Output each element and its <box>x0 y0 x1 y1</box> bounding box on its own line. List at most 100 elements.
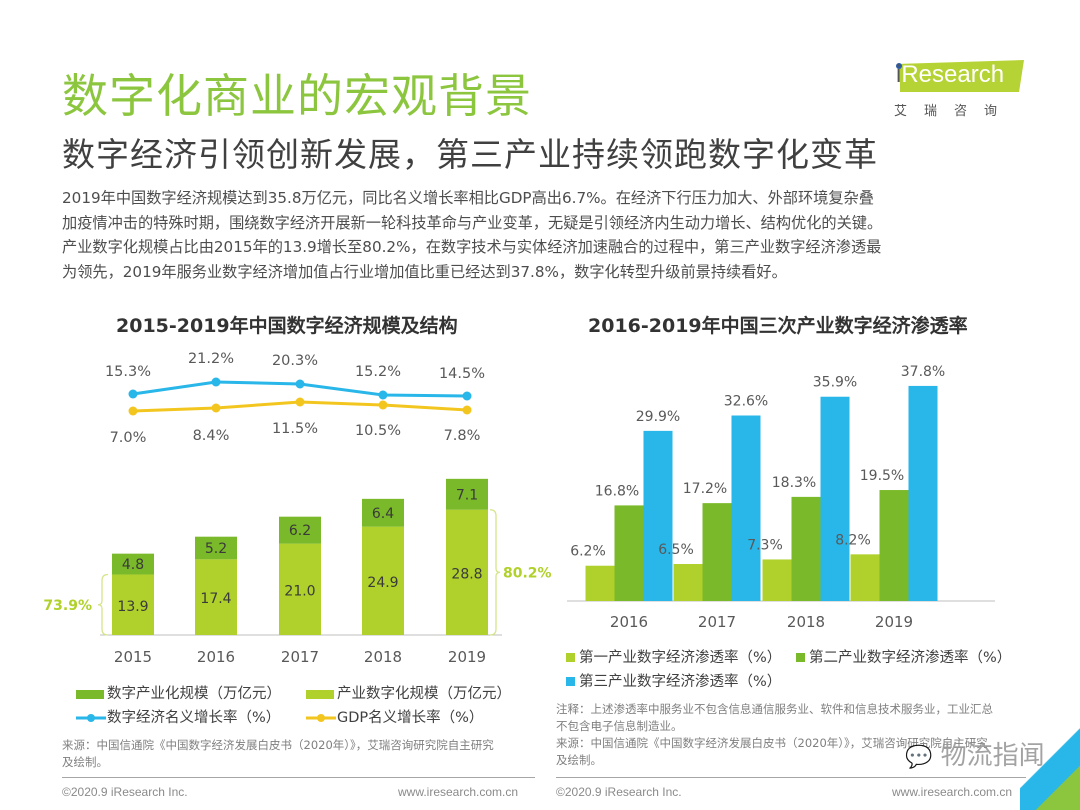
legend-line-blue-icon <box>76 714 106 722</box>
watermark-label: 物流指闻 <box>940 741 1045 771</box>
legend-swatch-digital-industry <box>76 689 104 699</box>
bar-primary-label: 6.2% <box>570 544 606 560</box>
x-tick-label: 2017 <box>281 648 319 666</box>
note-line: 注释：上述渗透率中服务业不包含信息通信服务业、软件和信息技术服务业，工业汇总 <box>556 702 993 716</box>
label-gdp-growth: 10.5% <box>355 423 401 439</box>
bar-tertiary-label: 37.8% <box>901 364 945 380</box>
bar-digital-industry <box>112 553 154 575</box>
bar-tertiary-label: 29.9% <box>636 409 680 425</box>
left-source-note: 来源：中国信通院《中国数字经济发展白皮书（2020年）》，艾瑞咨询研究院自主研究… <box>62 737 494 771</box>
bar-primary <box>585 565 615 601</box>
point-gdp-growth <box>211 403 221 413</box>
left-chart-title: 2015-2019年中国数字经济规模及结构 <box>116 315 458 337</box>
legend-swatch-industry-digital <box>306 689 334 699</box>
bar-secondary-label: 18.3% <box>772 475 816 491</box>
bar-industry-digital <box>195 559 237 635</box>
legend-label: 第三产业数字经济渗透率（%） <box>579 674 782 690</box>
watermark-text: 💬 物流指闻 <box>905 735 1045 772</box>
right-website: www.iresearch.com.cn <box>892 785 1013 799</box>
bar-label-industry-digital: 13.9 <box>117 599 148 615</box>
bar-label-industry-digital: 17.4 <box>200 591 231 607</box>
bar-primary <box>762 559 792 601</box>
annotation-2019: 80.2% <box>503 565 552 581</box>
bar-industry-digital <box>362 526 404 635</box>
right-chart-title: 2016-2019年中国三次产业数字经济渗透率 <box>588 315 968 337</box>
bar-industry-digital <box>279 543 321 635</box>
label-digital-growth: 15.2% <box>355 364 401 380</box>
right-copyright: ©2020.9 iResearch Inc. <box>556 785 682 799</box>
bar-label-digital-industry: 6.2 <box>289 523 311 539</box>
point-digital-growth <box>128 389 138 399</box>
point-gdp-growth <box>295 397 305 407</box>
right-footer-rule <box>556 777 1026 778</box>
annotation-2015: 73.9% <box>43 598 92 614</box>
bar-primary <box>850 554 880 601</box>
legend-label: 数字产业化规模（万亿元） <box>107 686 281 702</box>
bar-digital-industry <box>362 498 404 527</box>
logo-badge <box>900 60 1024 92</box>
legend-swatch-primary <box>566 653 575 662</box>
bar-tertiary-label: 35.9% <box>813 375 857 391</box>
x-tick-label: 2015 <box>114 648 152 666</box>
bar-industry-digital <box>112 574 154 635</box>
bar-label-digital-industry: 5.2 <box>205 541 227 557</box>
wechat-icon: 💬 <box>905 745 933 770</box>
label-gdp-growth: 8.4% <box>193 428 230 444</box>
legend-swatch-secondary <box>796 653 805 662</box>
x-tick-label: 2017 <box>698 613 736 631</box>
digital-economy-scale-chart: 13.9 4.8 2015 17.4 5.2 2016 21.0 6.2 2017 24.9 6.4… <box>43 351 552 666</box>
logo-wordmark: iResearch <box>896 61 1004 89</box>
legend-label: 第二产业数字经济渗透率（%） <box>809 650 1012 666</box>
logo-chinese: 艾瑞咨询 <box>894 104 1015 119</box>
bar-secondary-label: 19.5% <box>860 468 904 484</box>
source-line: 来源：中国信通院《中国数字经济发展白皮书（2020年）》，艾瑞咨询研究院自主研究 <box>62 738 494 752</box>
bar-label-digital-industry: 4.8 <box>122 557 144 573</box>
bar-label-industry-digital: 24.9 <box>367 575 398 591</box>
x-tick-label: 2019 <box>875 613 913 631</box>
bar-secondary <box>614 505 644 601</box>
legend-item-gdp-growth: GDP名义增长率（%） <box>306 706 483 727</box>
bar-digital-industry <box>446 478 488 510</box>
x-tick-label: 2016 <box>610 613 648 631</box>
legend-swatch-tertiary <box>566 677 575 686</box>
source-line: 及绘制。 <box>556 753 602 767</box>
page-subtitle: 数字经济引领创新发展，第三产业持续领跑数字化变革 <box>62 135 878 174</box>
note-line: 不包含电子信息制造业。 <box>556 719 683 733</box>
label-gdp-growth: 7.8% <box>444 428 481 444</box>
bar-secondary <box>702 503 732 601</box>
x-tick-label: 2019 <box>448 648 486 666</box>
bar-digital-industry <box>195 536 237 560</box>
legend-line-yellow-icon <box>306 714 336 722</box>
legend-item-secondary: 第二产业数字经济渗透率（%） <box>796 646 1011 667</box>
bar-tertiary <box>908 385 938 601</box>
legend-label: GDP名义增长率（%） <box>337 710 484 726</box>
page-title: 数字化商业的宏观背景 <box>62 69 532 123</box>
bar-label-digital-industry: 6.4 <box>372 506 394 522</box>
bar-secondary <box>791 496 821 601</box>
point-digital-growth <box>295 379 305 389</box>
label-gdp-growth: 11.5% <box>272 421 318 437</box>
watermark-corner <box>1020 720 1080 810</box>
bar-secondary-label: 16.8% <box>595 483 639 499</box>
intro-line: 为领先，2019年服务业数字经济增加值占行业增加值比重已经达到37.8%，数字化… <box>62 262 787 281</box>
bar-primary <box>673 564 703 601</box>
bar-primary-label: 7.3% <box>747 537 783 553</box>
label-gdp-growth: 7.0% <box>110 430 147 446</box>
bar-digital-industry <box>279 516 321 544</box>
bracket-2019 <box>489 509 501 636</box>
logo-i: i <box>896 61 902 88</box>
left-footer-rule <box>62 777 535 778</box>
x-tick-label: 2018 <box>787 613 825 631</box>
bar-label-industry-digital: 28.8 <box>451 566 482 582</box>
left-copyright: ©2020.9 iResearch Inc. <box>62 785 188 799</box>
point-digital-growth <box>378 390 388 400</box>
bar-secondary <box>879 490 909 601</box>
legend-item-digital-growth: 数字经济名义增长率（%） <box>76 706 280 727</box>
source-line: 来源：中国信通院《中国数字经济发展白皮书（2020年）》，艾瑞咨询研究院自主研究 <box>556 736 988 750</box>
label-digital-growth: 21.2% <box>188 351 234 367</box>
legend-item-primary: 第一产业数字经济渗透率（%） <box>566 646 781 667</box>
bar-label-industry-digital: 21.0 <box>284 583 315 599</box>
bar-tertiary <box>731 415 761 601</box>
legend-item-digital-industry: 数字产业化规模（万亿元） <box>76 682 281 703</box>
bar-primary-label: 6.5% <box>658 542 694 558</box>
